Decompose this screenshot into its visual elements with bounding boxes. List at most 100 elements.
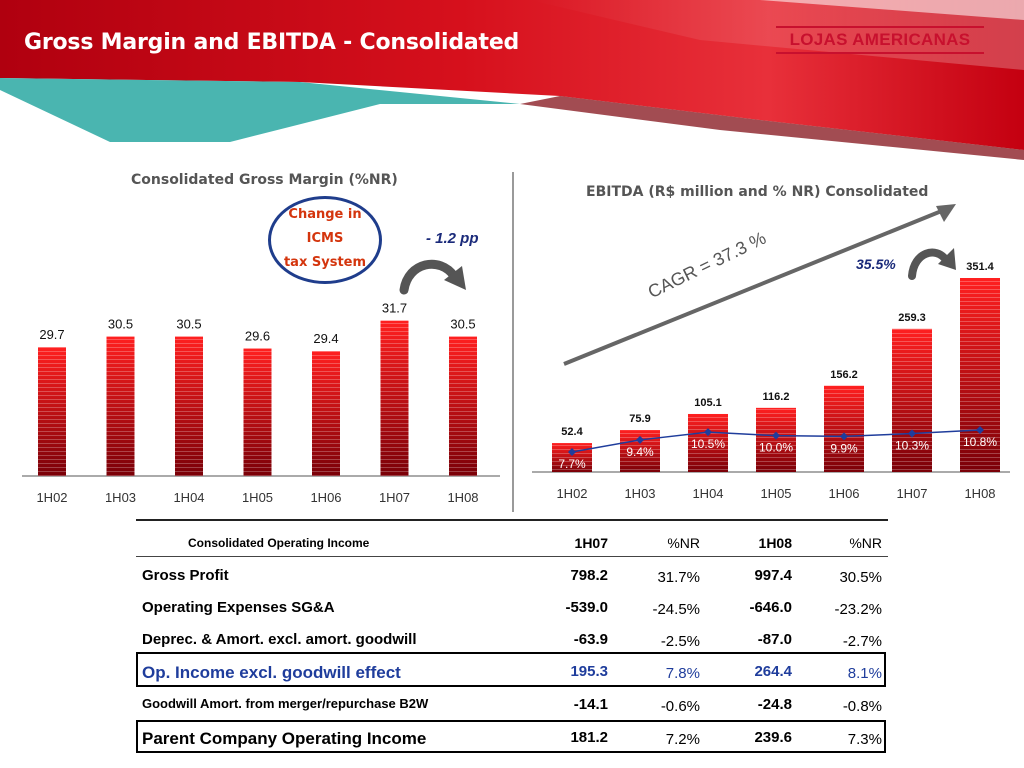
nr-percent-label: 7.7% bbox=[558, 457, 586, 471]
bar-texture bbox=[243, 348, 272, 476]
row-value-1h08: -87.0 bbox=[757, 631, 792, 648]
row-pct-1h07: 7.2% bbox=[665, 731, 700, 748]
icms-callout-line-3: tax System bbox=[283, 255, 367, 270]
chart-divider bbox=[512, 172, 514, 512]
row-pct-1h07: 31.7% bbox=[657, 569, 700, 586]
nr-percent-point bbox=[976, 426, 984, 434]
row-label: Deprec. & Amort. excl. amort. goodwill bbox=[142, 631, 417, 648]
nr-percent-point bbox=[568, 448, 576, 456]
bar-texture bbox=[380, 320, 409, 476]
ebitda-growth-label: 35.5% bbox=[856, 256, 896, 272]
logo-text: LOJAS AMERICANAS bbox=[789, 30, 971, 49]
table-header-label: Consolidated Operating Income bbox=[188, 536, 370, 550]
table-header-rule bbox=[136, 556, 888, 557]
tick-label: 1H04 bbox=[692, 486, 723, 501]
curved-arrow-icon bbox=[399, 259, 466, 295]
row-value-1h07: -539.0 bbox=[565, 599, 608, 616]
data-label: 75.9 bbox=[629, 413, 650, 425]
row-value-1h07: 181.2 bbox=[570, 729, 608, 746]
highlight-box-parent-income bbox=[136, 720, 886, 753]
nr-percent-label: 9.4% bbox=[626, 445, 654, 459]
data-label: 31.7 bbox=[382, 301, 407, 316]
table-header-1h07: 1H07 bbox=[574, 535, 608, 551]
tick-label: 1H08 bbox=[447, 490, 478, 505]
data-label: 156.2 bbox=[830, 369, 858, 381]
bar-texture bbox=[552, 443, 592, 472]
row-value-1h07: 798.2 bbox=[570, 567, 608, 584]
nr-percent-label: 10.0% bbox=[759, 441, 793, 455]
bar-texture bbox=[312, 351, 340, 476]
nr-percent-label: 10.5% bbox=[691, 437, 725, 451]
nr-percent-point bbox=[772, 431, 780, 440]
tick-label: 1H06 bbox=[828, 486, 859, 501]
row-value-1h08: 997.4 bbox=[754, 567, 792, 584]
row-pct-1h08: 30.5% bbox=[839, 569, 882, 586]
row-pct-1h08: -0.8% bbox=[842, 698, 882, 715]
nr-percent-label: 10.3% bbox=[895, 439, 929, 453]
nr-percent-point bbox=[908, 429, 916, 438]
tick-label: 1H05 bbox=[760, 486, 791, 501]
data-label: 351.4 bbox=[966, 261, 994, 273]
bar-texture bbox=[106, 336, 135, 476]
table-header-row: Consolidated Operating Income 1H07 %NR 1… bbox=[136, 533, 888, 555]
bar-texture bbox=[756, 407, 796, 472]
nr-percent-point bbox=[636, 435, 644, 444]
tick-label: 1H02 bbox=[36, 490, 67, 505]
margin-change-label: - 1.2 pp bbox=[426, 230, 479, 247]
row-label: Gross Profit bbox=[142, 567, 229, 584]
curved-arrow-icon bbox=[908, 248, 956, 280]
row-pct-1h07: -2.5% bbox=[660, 633, 700, 650]
icms-callout-line-2: ICMS bbox=[306, 231, 344, 246]
row-value-1h08: 239.6 bbox=[754, 729, 792, 746]
icms-callout: Change in ICMS tax System bbox=[268, 196, 382, 284]
header-banner bbox=[0, 0, 1024, 160]
data-label: 259.3 bbox=[898, 312, 926, 324]
data-label: 30.5 bbox=[108, 317, 133, 332]
tick-label: 1H05 bbox=[242, 490, 273, 505]
data-label: 29.6 bbox=[245, 329, 270, 344]
row-pct-1h08: -2.7% bbox=[842, 633, 882, 650]
row-value-1h08: -24.8 bbox=[757, 696, 792, 713]
row-pct-1h07: 7.8% bbox=[665, 665, 700, 682]
tick-label: 1H08 bbox=[964, 486, 995, 501]
tick-label: 1H06 bbox=[310, 490, 341, 505]
row-pct-1h07: -24.5% bbox=[652, 601, 700, 618]
ebitda-chart: 52.4 1H02 75.9 1H03 105.1 1H04 116.2 1H05 156.2 1… bbox=[532, 261, 1010, 501]
bar-texture bbox=[38, 347, 66, 476]
bar-texture bbox=[449, 336, 477, 476]
bar-texture bbox=[688, 413, 728, 472]
nr-percent-label: 9.9% bbox=[830, 441, 858, 455]
data-label: 30.5 bbox=[176, 317, 201, 332]
gross-margin-chart: 29.7 1H02 30.5 1H03 30.5 1H04 29.6 1H05 29.4 1H06… bbox=[22, 301, 500, 505]
tick-label: 1H07 bbox=[379, 490, 410, 505]
tick-label: 1H04 bbox=[173, 490, 204, 505]
table-top-rule bbox=[136, 519, 888, 521]
bar-texture bbox=[824, 385, 864, 472]
row-pct-1h08: -23.2% bbox=[834, 601, 882, 618]
nr-percent-point bbox=[840, 432, 848, 441]
bar-texture bbox=[960, 278, 1000, 472]
row-pct-1h07: -0.6% bbox=[660, 698, 700, 715]
row-pct-1h08: 7.3% bbox=[847, 731, 882, 748]
table-header-1h08: 1H08 bbox=[758, 535, 792, 551]
row-label: Parent Company Operating Income bbox=[142, 729, 427, 748]
tick-label: 1H02 bbox=[556, 486, 587, 501]
slide-title: Gross Margin and EBITDA - Consolidated bbox=[24, 30, 520, 55]
icms-callout-line-1: Change in bbox=[288, 207, 362, 222]
row-label: Operating Expenses SG&A bbox=[142, 599, 335, 616]
data-label: 30.5 bbox=[450, 317, 475, 332]
data-label: 116.2 bbox=[763, 391, 790, 403]
table-header-pct-2: %NR bbox=[849, 535, 882, 551]
lojas-americanas-logo: LOJAS AMERICANAS bbox=[776, 26, 984, 54]
row-label: Op. Income excl. goodwill effect bbox=[142, 663, 401, 682]
nr-percent-point bbox=[704, 428, 712, 437]
row-value-1h07: 195.3 bbox=[570, 663, 608, 680]
bar-texture bbox=[892, 328, 932, 472]
tick-label: 1H03 bbox=[624, 486, 655, 501]
nr-percent-label: 10.8% bbox=[963, 435, 997, 449]
row-label: Goodwill Amort. from merger/repurchase B… bbox=[142, 696, 429, 711]
data-label: 52.4 bbox=[561, 426, 583, 438]
data-label: 29.7 bbox=[39, 327, 64, 342]
tick-label: 1H07 bbox=[896, 486, 927, 501]
gross-margin-chart-title: Consolidated Gross Margin (%NR) bbox=[131, 172, 398, 188]
